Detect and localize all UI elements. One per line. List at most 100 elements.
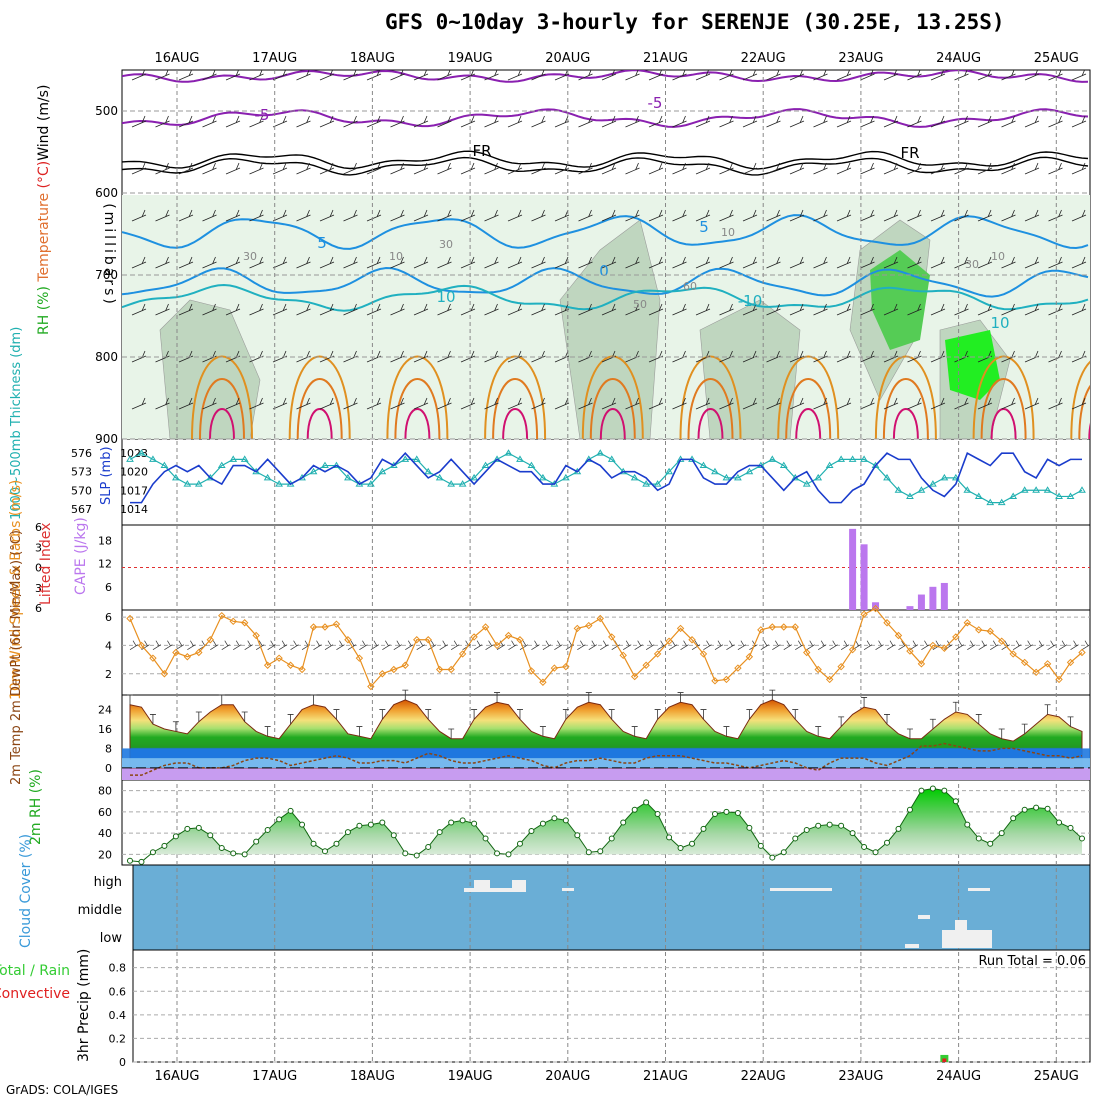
wind-barb-10m — [703, 640, 712, 650]
wind-barb-10m — [164, 640, 173, 650]
wind-speed-point — [149, 654, 157, 662]
rh-point — [884, 839, 891, 846]
date-label-top: 19AUG — [448, 51, 493, 66]
minmax-errorbar — [929, 718, 936, 729]
wind-barb — [766, 70, 781, 81]
thickness-point — [1020, 486, 1029, 493]
cape-bar — [860, 544, 868, 610]
date-label-top: 18AUG — [350, 51, 395, 66]
minmax-errorbar — [264, 726, 271, 737]
wind-barb — [131, 303, 147, 316]
wind-speed-point — [883, 619, 891, 627]
wind-barb — [930, 256, 946, 269]
thickness-point — [504, 449, 513, 456]
minmax-errorbar — [677, 692, 684, 703]
warm-temp-lobe — [1088, 423, 1090, 439]
wind-barb — [343, 397, 358, 410]
date-label-top: 21AUG — [643, 51, 688, 66]
minmax-errorbar — [516, 709, 523, 720]
wind-speed-point — [298, 665, 306, 674]
warm-temp-lobe — [209, 408, 235, 439]
wind-barb — [883, 70, 899, 81]
thickness-point — [860, 455, 868, 462]
minmax-errorbar — [952, 701, 959, 712]
rh-point — [746, 824, 753, 831]
warm-temp-lobe — [892, 408, 919, 439]
wind-speed-point — [1078, 648, 1086, 657]
rh-point — [757, 842, 764, 849]
wind-barb — [390, 209, 405, 222]
rh-point — [471, 820, 478, 827]
wind-barb — [1001, 256, 1016, 269]
precip-tick-label: 0.8 — [109, 962, 127, 975]
wind-speed-point — [711, 677, 719, 685]
wind-barb — [789, 397, 805, 410]
date-label-bottom: 18AUG — [350, 1069, 395, 1084]
grads-credit: GrADS: COLA/IGES — [6, 1083, 119, 1097]
wind-barb — [413, 115, 429, 128]
wind-speed-point — [240, 619, 249, 627]
wind-barb — [860, 397, 875, 410]
wind-speed-point — [757, 626, 765, 634]
wind-speed-point — [1043, 660, 1052, 668]
wind-speed-point — [126, 614, 134, 623]
wind-speed-point — [630, 672, 639, 681]
wind-barb — [131, 162, 147, 175]
date-label-top: 20AUG — [545, 51, 590, 66]
rh-point — [1033, 804, 1040, 811]
cloud-block — [464, 888, 520, 892]
rh-point — [711, 811, 718, 817]
wind-barb-10m — [141, 640, 150, 650]
wind-barb — [319, 397, 335, 410]
contour-label: 10 — [436, 288, 455, 306]
wind-barb-10m — [175, 640, 185, 650]
thickness-point — [217, 461, 226, 469]
wind-barb — [672, 256, 687, 269]
warm-temp-lobe — [306, 408, 333, 439]
wind-barb — [1048, 70, 1063, 81]
rh-point — [287, 807, 294, 814]
wind-barb-10m — [714, 640, 724, 650]
wind-barb — [907, 256, 922, 269]
rh-point — [482, 835, 489, 842]
wind-barb-10m — [691, 640, 701, 650]
wind-barb — [1024, 209, 1040, 222]
wind-barb-10m — [806, 640, 815, 650]
wind-barb — [507, 115, 523, 128]
wind-speed-point — [860, 610, 868, 618]
temp-tick-label: 8 — [105, 742, 112, 755]
wind-barb-10m — [359, 640, 368, 650]
warm-temp-lobe — [288, 355, 351, 439]
wind-barb — [648, 70, 664, 81]
wind-barb — [601, 115, 617, 128]
wind-barb — [225, 209, 241, 222]
wind-barb-10m — [1035, 640, 1045, 650]
rh-point — [241, 851, 248, 858]
wind-barb — [319, 115, 335, 128]
wind-speed-point — [504, 631, 513, 640]
wind-barb — [954, 256, 969, 269]
rh-point — [918, 787, 925, 794]
thickness-point — [424, 467, 433, 475]
wind-barb — [155, 303, 170, 316]
contour-label: 5 — [317, 234, 327, 252]
warm-temp-lobe — [1078, 384, 1090, 439]
thickness-point — [986, 498, 995, 506]
wind-barb — [296, 397, 311, 410]
minmax-errorbar — [608, 709, 615, 720]
thickness-tick-label: 570 — [71, 484, 92, 497]
minmax-errorbar — [448, 728, 455, 739]
wind-barb — [272, 303, 288, 316]
wind-barb — [296, 115, 311, 128]
rh-point — [161, 842, 168, 849]
wind-barb-10m — [1001, 640, 1010, 650]
wind-barb — [366, 115, 382, 128]
wind-barb-10m — [1081, 640, 1091, 650]
wind-barb — [155, 209, 170, 222]
wind-barb — [413, 397, 429, 410]
wind10m-panel: 2 4 6 10m Wind Speed & Barbs (m/s) — [8, 480, 1091, 700]
wind-barb — [319, 256, 335, 269]
temp-contour-0 — [122, 266, 1089, 298]
